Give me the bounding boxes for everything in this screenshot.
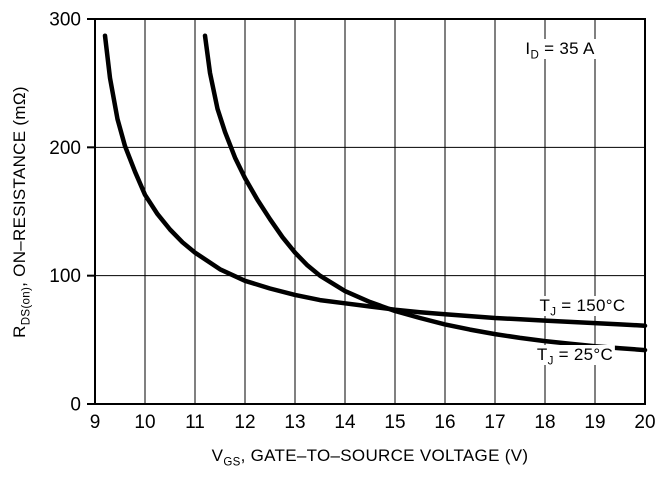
x-tick-label: 9 <box>90 412 101 433</box>
y-axis-title: RDS(on), ON–RESISTANCE (mΩ) <box>10 32 33 392</box>
x-tick-label: 13 <box>284 412 305 433</box>
series-curve-1 <box>202 33 648 353</box>
y-tick-label: 200 <box>49 138 81 159</box>
x-axis-title: VGS, GATE–TO–SOURCE VOLTAGE (V) <box>95 446 645 469</box>
y-axis-title-base: R <box>10 325 29 338</box>
plot-frame <box>94 18 646 405</box>
curves <box>102 33 648 353</box>
y-tick-label: 0 <box>70 395 81 416</box>
x-tick-label: 17 <box>484 412 505 433</box>
drain-current-label: ID = 35 A <box>523 38 597 61</box>
y-tick-label: 100 <box>49 266 81 287</box>
x-tick-label: 18 <box>534 412 555 433</box>
tj-150-label: TJ = 150°C <box>537 296 628 319</box>
x-tick-label: 12 <box>234 412 255 433</box>
tj-25-label: TJ = 25°C <box>534 345 616 368</box>
tick-labels: 0 100 200 300 9 10 11 12 13 14 15 16 17 18 19 20 <box>49 10 655 434</box>
y-tick-label: 300 <box>49 10 81 31</box>
x-axis-title-rest: , GATE–TO–SOURCE VOLTAGE (V) <box>240 446 529 465</box>
series-curve-0 <box>102 33 648 328</box>
y-axis-title-sub: DS(on) <box>20 286 33 326</box>
x-axis-title-sub: GS <box>223 456 241 469</box>
y-tick-marks <box>87 18 95 405</box>
x-tick-label: 11 <box>185 412 205 433</box>
y-axis-title-rest: , ON–RESISTANCE (mΩ) <box>10 86 29 287</box>
x-axis-title-base: V <box>211 446 224 465</box>
x-tick-label: 15 <box>384 412 405 433</box>
x-tick-label: 16 <box>434 412 455 433</box>
x-tick-label: 19 <box>584 412 605 433</box>
x-tick-label: 10 <box>134 412 155 433</box>
x-tick-label: 20 <box>634 412 655 433</box>
x-tick-label: 14 <box>334 412 356 433</box>
